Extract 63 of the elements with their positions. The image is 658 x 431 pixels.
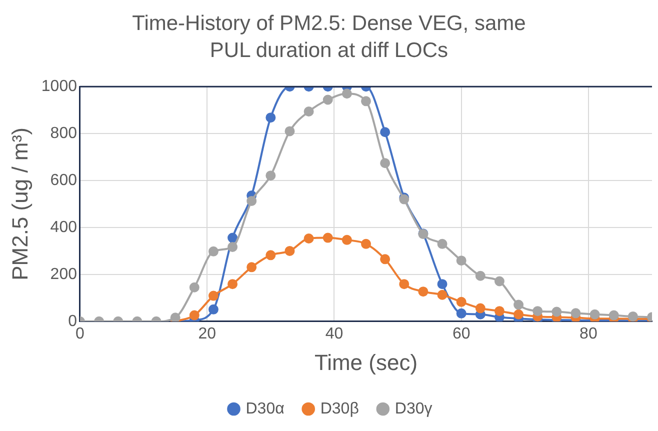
- point: [189, 282, 200, 292]
- point: [532, 306, 543, 316]
- point: [570, 308, 581, 318]
- legend-label: D30β: [320, 400, 359, 418]
- point: [304, 106, 314, 116]
- point: [380, 254, 390, 264]
- legend-label: D30γ: [394, 400, 432, 418]
- point: [208, 246, 218, 256]
- point: [228, 279, 238, 290]
- point: [189, 310, 200, 320]
- point: [380, 158, 390, 168]
- point: [246, 196, 257, 206]
- point: [590, 309, 600, 320]
- point: [322, 94, 333, 105]
- point: [228, 232, 238, 243]
- point: [456, 308, 466, 318]
- point: [304, 234, 314, 244]
- point: [475, 270, 486, 281]
- x-tick-label: 60: [452, 325, 470, 342]
- point: [514, 309, 524, 320]
- point: [437, 279, 448, 290]
- point: [456, 256, 466, 266]
- point: [266, 112, 276, 123]
- x-tick-label: 80: [580, 325, 598, 342]
- point: [552, 306, 562, 317]
- legend-label: D30α: [246, 400, 284, 418]
- point: [360, 96, 371, 106]
- y-tick-label: 200: [50, 266, 78, 283]
- x-tick-label: 40: [325, 325, 344, 342]
- point: [494, 276, 504, 286]
- point: [380, 127, 390, 138]
- point: [628, 311, 638, 322]
- y-tick-label: 1000: [41, 78, 78, 96]
- y-axis-title: PM2.5 (ug / m³): [7, 128, 32, 280]
- x-axis-title: Time (sec): [314, 350, 418, 375]
- point: [475, 303, 486, 314]
- point: [208, 304, 218, 314]
- point: [342, 234, 352, 245]
- point: [228, 242, 238, 252]
- point: [284, 126, 295, 136]
- point: [437, 238, 448, 249]
- point: [246, 262, 257, 272]
- point: [437, 290, 448, 300]
- point: [608, 310, 619, 320]
- point: [360, 238, 371, 249]
- point: [170, 312, 180, 322]
- x-tick-label: 20: [198, 325, 216, 342]
- point: [514, 300, 524, 310]
- point: [284, 246, 295, 256]
- y-tick-label: 600: [50, 172, 78, 189]
- point: [418, 286, 428, 297]
- point: [266, 170, 276, 181]
- chart-title: Time-History of PM2.5: Dense VEG, same PUL duration at diff LOCs: [131, 11, 527, 64]
- point: [322, 232, 333, 243]
- point: [208, 290, 218, 301]
- y-tick-label: 0: [68, 312, 78, 330]
- point: [399, 279, 410, 290]
- y-tick-label: 800: [50, 124, 78, 142]
- point: [266, 250, 276, 260]
- point: [494, 306, 504, 316]
- point: [456, 296, 466, 307]
- point: [342, 88, 352, 99]
- y-tick-label: 400: [50, 218, 78, 236]
